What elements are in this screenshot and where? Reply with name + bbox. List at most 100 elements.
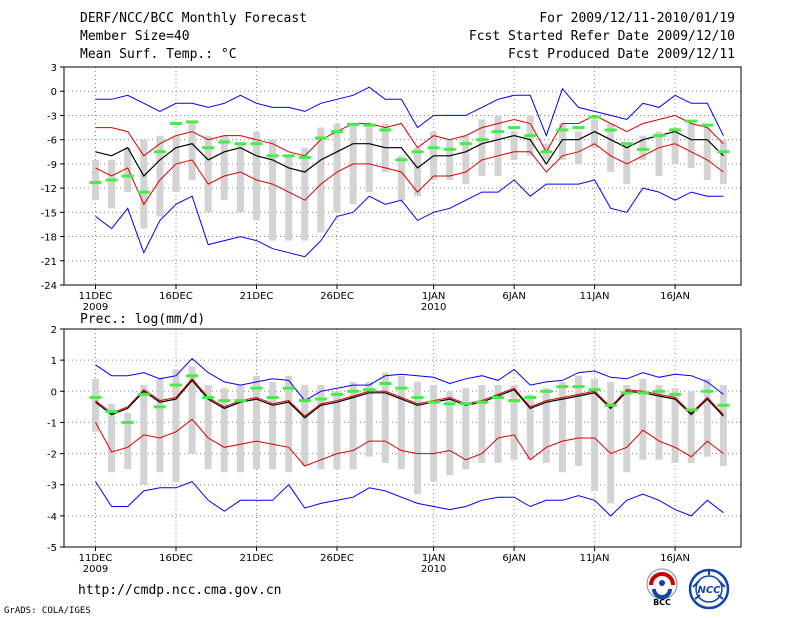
ncc-logo-text: NCC bbox=[697, 585, 721, 596]
x-tick-label: 16JAN bbox=[660, 291, 690, 302]
x-tick-label: 21DEC bbox=[240, 553, 274, 564]
series-max-line bbox=[95, 357, 724, 402]
ensemble-box bbox=[108, 159, 116, 209]
ensemble-box bbox=[156, 135, 164, 217]
ensemble-box bbox=[236, 385, 244, 473]
x-tick-label: 16DEC bbox=[159, 291, 193, 302]
ensemble-box bbox=[719, 139, 727, 185]
ensemble-box bbox=[494, 115, 502, 176]
ensemble-box bbox=[671, 127, 679, 164]
ensemble-box bbox=[140, 139, 148, 229]
ensemble-box bbox=[92, 378, 99, 432]
panel-title: Prec.: log(mm/d) bbox=[80, 312, 205, 327]
ensemble-box bbox=[510, 385, 518, 460]
ensemble-box bbox=[575, 375, 582, 467]
panel-2: 2 1 0 -1 -2 -3 -4 -5 11DEC 16DEC 21DEC 26DEC 1JAN 6JA… bbox=[47, 312, 742, 575]
ensemble-box bbox=[253, 131, 260, 221]
series-p25-line bbox=[95, 143, 724, 206]
ensemble-box bbox=[446, 139, 454, 181]
y-tick-label: -1 bbox=[47, 418, 57, 429]
ensemble-box bbox=[414, 147, 421, 197]
ensemble-box bbox=[510, 131, 518, 160]
ensemble-box bbox=[253, 375, 260, 470]
ensemble-box bbox=[655, 385, 663, 460]
y-tick-label: -21 bbox=[41, 257, 57, 268]
ensemble-box bbox=[478, 119, 486, 176]
ensemble-box bbox=[607, 381, 615, 504]
ensemble-box bbox=[108, 403, 116, 473]
variable-label: Mean Surf. Temp.: °C bbox=[80, 47, 237, 62]
ensemble-box bbox=[446, 391, 454, 476]
y-tick-label: -5 bbox=[47, 543, 57, 554]
series-min-line bbox=[95, 481, 724, 517]
ensemble-box bbox=[639, 378, 647, 460]
y-tick-label: -4 bbox=[47, 512, 57, 523]
ensemble-box bbox=[285, 375, 293, 473]
y-tick-label: -2 bbox=[47, 450, 57, 461]
ensemble-box bbox=[542, 388, 550, 463]
ensemble-box bbox=[349, 381, 357, 470]
ensemble-box bbox=[623, 385, 631, 473]
ensemble-box bbox=[317, 385, 325, 470]
ensemble-box bbox=[687, 123, 695, 168]
ensemble-box bbox=[317, 127, 325, 233]
ncc-logo: NCC bbox=[688, 568, 730, 610]
ensemble-box bbox=[655, 131, 663, 176]
bcc-logo: BCC bbox=[646, 568, 678, 607]
ensemble-box bbox=[381, 372, 389, 463]
ensemble-box bbox=[301, 385, 309, 467]
x-tick-label: 11DEC bbox=[79, 553, 113, 564]
y-tick-label: -18 bbox=[41, 233, 57, 244]
ensemble-box bbox=[575, 131, 582, 164]
ensemble-box bbox=[687, 391, 695, 463]
ensemble-box bbox=[333, 123, 341, 213]
y-tick-label: -6 bbox=[47, 136, 57, 147]
ensemble-box bbox=[526, 394, 534, 460]
ensemble-box bbox=[639, 135, 647, 160]
ensemble-box bbox=[462, 388, 470, 470]
ensemble-box bbox=[414, 381, 421, 495]
series-p75-line bbox=[95, 378, 724, 417]
x-tick-label: 1JAN bbox=[422, 553, 445, 564]
ensemble-box bbox=[703, 127, 711, 181]
x-year-label: 2010 bbox=[421, 564, 446, 575]
ensemble-box bbox=[462, 135, 470, 185]
ensemble-box bbox=[558, 123, 566, 160]
ensemble-box bbox=[365, 381, 373, 457]
series-p25-line bbox=[95, 418, 724, 467]
y-tick-label: -9 bbox=[47, 160, 57, 171]
bcc-logo-text: BCC bbox=[653, 598, 671, 607]
ensemble-box bbox=[285, 155, 293, 241]
ensemble-box bbox=[301, 147, 309, 241]
x-tick-label: 11DEC bbox=[79, 291, 113, 302]
ensemble-box bbox=[220, 135, 228, 201]
x-tick-label: 6JAN bbox=[502, 553, 525, 564]
x-year-label: 2009 bbox=[83, 302, 108, 313]
ensemble-box bbox=[397, 375, 405, 470]
forecast-produced-date: Fcst Produced Date 2009/12/11 bbox=[508, 47, 735, 62]
source-url: http://cmdp.ncc.cma.gov.cn bbox=[78, 583, 282, 598]
ensemble-box bbox=[172, 369, 180, 482]
series-mean-line bbox=[95, 379, 724, 419]
ensemble-box bbox=[188, 366, 196, 454]
y-tick-label: 0 bbox=[51, 87, 57, 98]
ensemble-box bbox=[236, 143, 244, 213]
forecast-start-date: Fcst Started Refer Date 2009/12/10 bbox=[468, 29, 735, 44]
ensemble-box bbox=[591, 378, 599, 491]
panel-1: 3 0 -3 -6 -9 -12 -15 -18 -21 -24 11DEC 16DEC 21DEC 26… bbox=[41, 63, 742, 313]
x-tick-label: 21DEC bbox=[240, 291, 274, 302]
ensemble-box bbox=[220, 388, 228, 473]
ensemble-box bbox=[719, 385, 727, 467]
plot-frame bbox=[63, 328, 742, 548]
ensemble-box bbox=[188, 123, 196, 181]
ensemble-box bbox=[269, 381, 277, 470]
x-tick-label: 26DEC bbox=[320, 553, 354, 564]
series-p75-line bbox=[95, 114, 724, 157]
x-year-label: 2010 bbox=[421, 302, 446, 313]
ensemble-box bbox=[269, 139, 277, 241]
ensemble-box bbox=[365, 123, 373, 193]
x-tick-label: 6JAN bbox=[502, 291, 525, 302]
series-min-line bbox=[95, 179, 724, 258]
ensemble-box bbox=[494, 385, 502, 463]
